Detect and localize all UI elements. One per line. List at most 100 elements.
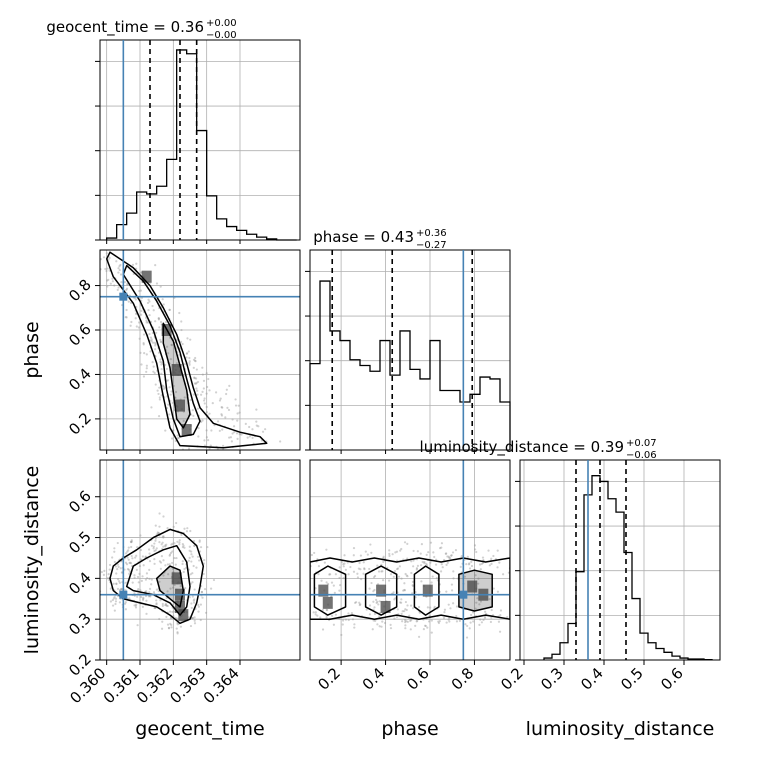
- sample-point: [108, 568, 111, 571]
- sample-point: [201, 596, 204, 599]
- x-axis-tick-label: 0.8: [448, 664, 478, 694]
- sample-point: [476, 597, 479, 600]
- sample-point: [232, 425, 236, 428]
- sample-point: [138, 564, 142, 568]
- sample-point: [194, 382, 197, 385]
- sample-point: [157, 392, 160, 396]
- sample-point: [212, 453, 214, 455]
- sample-point: [124, 561, 128, 564]
- sample-point: [194, 360, 197, 363]
- sample-point: [129, 561, 132, 564]
- sample-point: [145, 572, 149, 575]
- sample-point: [347, 573, 350, 576]
- sample-point: [111, 556, 114, 559]
- sample-point: [124, 581, 128, 584]
- sample-point: [144, 555, 147, 558]
- sample-point: [338, 566, 341, 569]
- y-axis-tick-label: 0.4: [65, 568, 95, 598]
- sample-point: [164, 429, 167, 432]
- sample-point: [220, 414, 224, 417]
- sample-point: [159, 285, 162, 288]
- y-axis-tick-label: 0.6: [65, 487, 95, 517]
- sample-point: [401, 610, 404, 613]
- sample-point: [157, 317, 160, 320]
- sample-point: [136, 546, 139, 549]
- sample-point: [378, 625, 381, 628]
- sample-point: [183, 546, 186, 549]
- sample-point: [251, 428, 254, 431]
- hist-step-phase: [309, 280, 511, 450]
- sample-point: [170, 623, 173, 626]
- sample-point: [168, 308, 171, 311]
- sample-point: [176, 631, 179, 634]
- sample-point: [377, 603, 380, 606]
- sample-point: [441, 566, 444, 569]
- sample-point: [120, 588, 123, 591]
- sample-point: [176, 617, 179, 620]
- hist-step-luminosity_distance: [543, 475, 713, 661]
- sample-point: [103, 569, 106, 573]
- sample-point: [97, 570, 99, 572]
- sample-point: [142, 597, 145, 600]
- sample-point: [162, 574, 165, 577]
- sample-point: [138, 572, 141, 576]
- sample-point: [211, 402, 214, 405]
- sample-point: [160, 368, 163, 371]
- sample-point: [238, 411, 241, 414]
- sample-point: [483, 616, 487, 619]
- sample-point: [405, 608, 408, 612]
- sample-point: [154, 537, 157, 540]
- sample-point: [162, 303, 165, 306]
- sample-point: [150, 544, 153, 547]
- sample-point: [128, 570, 131, 573]
- sample-point: [469, 621, 472, 624]
- sample-point: [176, 623, 179, 626]
- sample-point: [134, 317, 137, 320]
- sample-point: [372, 619, 375, 622]
- sample-point: [126, 283, 129, 286]
- x-axis-tick-label: 0.2: [497, 664, 527, 694]
- sample-point: [198, 540, 201, 543]
- sample-point: [164, 604, 167, 607]
- sample-point: [184, 586, 187, 590]
- sample-point: [422, 628, 425, 631]
- sample-point: [116, 578, 120, 581]
- sample-point: [231, 432, 234, 435]
- sample-point: [325, 608, 328, 611]
- sample-point: [205, 405, 208, 409]
- sample-point: [129, 540, 133, 543]
- sample-point: [174, 419, 177, 422]
- sample-point: [359, 568, 362, 571]
- sample-point: [168, 610, 172, 613]
- sample-point: [166, 590, 169, 593]
- sample-point: [176, 437, 180, 440]
- sample-point: [450, 554, 453, 557]
- sample-point: [119, 588, 122, 591]
- sample-point: [109, 587, 112, 590]
- sample-point: [487, 549, 490, 552]
- sample-point: [114, 600, 118, 603]
- sample-point: [158, 580, 161, 583]
- sample-point: [197, 435, 200, 438]
- sample-point: [112, 597, 115, 600]
- sample-point: [185, 352, 189, 355]
- sample-point: [372, 590, 375, 593]
- sample-point: [179, 625, 183, 628]
- sample-point: [116, 568, 119, 571]
- sample-point: [164, 564, 167, 567]
- x-axis-tick-label: 0.3: [537, 664, 567, 694]
- sample-point: [135, 568, 138, 571]
- sample-point: [158, 396, 161, 399]
- sample-point: [443, 558, 446, 562]
- sample-point: [116, 563, 120, 566]
- density-cell: [175, 399, 185, 412]
- density-cell: [181, 424, 192, 436]
- sample-point: [125, 288, 128, 292]
- sample-point: [426, 606, 429, 609]
- sample-point: [433, 605, 436, 608]
- sample-point: [154, 539, 157, 542]
- sample-point: [166, 563, 169, 566]
- sample-point: [455, 620, 459, 623]
- sample-point: [160, 361, 163, 364]
- sample-point: [165, 543, 168, 546]
